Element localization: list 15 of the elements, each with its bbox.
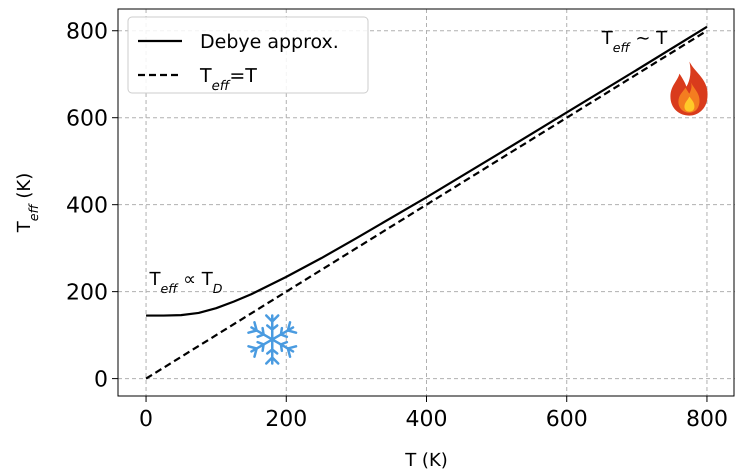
- y-tick-label: 800: [66, 20, 108, 45]
- annotation: T$_{eff}$ ∝ T$_{D}$: [148, 269, 223, 296]
- legend-label: T$_{eff}$=T: [199, 65, 258, 94]
- y-tick-label: 200: [66, 280, 108, 306]
- x-tick-label: 800: [686, 407, 728, 432]
- y-tick-label: 600: [66, 106, 108, 132]
- y-tick-label: 0: [94, 368, 108, 393]
- legend-label: Debye approx.: [200, 31, 339, 53]
- x-tick-label: 600: [546, 407, 588, 432]
- x-tick-label: 0: [139, 407, 154, 432]
- x-tick-label: 200: [265, 407, 308, 432]
- x-axis-title: T (K): [404, 450, 448, 471]
- y-tick-label: 400: [66, 194, 108, 219]
- annotation: T$_{eff}$ ~ T: [600, 28, 668, 54]
- x-tick-label: 400: [406, 407, 448, 432]
